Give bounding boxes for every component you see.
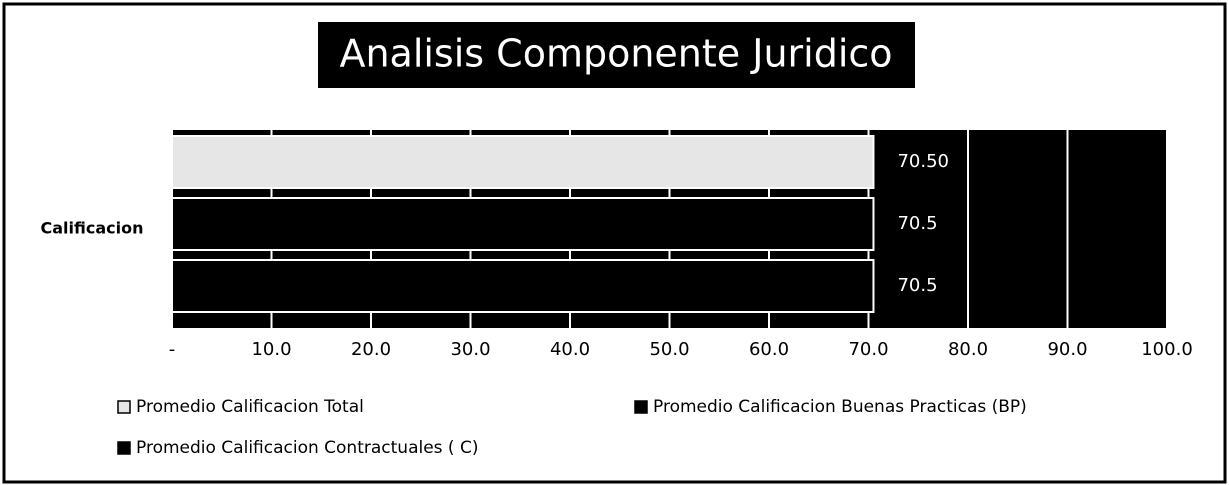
y-tick-label: Calificacion bbox=[41, 219, 144, 238]
x-tick-label: 100.0 bbox=[1141, 339, 1193, 360]
legend-label: Promedio Calificacion Total bbox=[136, 397, 364, 417]
x-tick-label: 90.0 bbox=[1047, 339, 1087, 360]
x-tick-label: - bbox=[169, 339, 176, 360]
legend-swatch bbox=[117, 441, 131, 455]
title-box bbox=[318, 22, 915, 88]
bar bbox=[171, 197, 875, 251]
x-tick-label: 40.0 bbox=[550, 339, 590, 360]
chart-title: Analisis Componente Juridico bbox=[339, 32, 892, 76]
legend-swatch bbox=[634, 400, 648, 414]
data-label: 70.5 bbox=[897, 213, 937, 234]
x-tick-label: 10.0 bbox=[251, 339, 291, 360]
data-label: 70.50 bbox=[897, 151, 949, 172]
legend-swatch bbox=[117, 400, 131, 414]
legend-label: Promedio Calificacion Contractuales ( C) bbox=[136, 438, 478, 458]
bar bbox=[171, 259, 875, 313]
x-tick-label: 70.0 bbox=[848, 339, 888, 360]
bar bbox=[171, 135, 875, 189]
x-tick-label: 30.0 bbox=[450, 339, 490, 360]
x-tick-label: 60.0 bbox=[749, 339, 789, 360]
x-tick-label: 50.0 bbox=[649, 339, 689, 360]
legend-label: Promedio Calificacion Buenas Practicas (… bbox=[653, 397, 1027, 417]
data-label: 70.5 bbox=[897, 275, 937, 296]
x-tick-label: 20.0 bbox=[351, 339, 391, 360]
x-tick-label: 80.0 bbox=[948, 339, 988, 360]
